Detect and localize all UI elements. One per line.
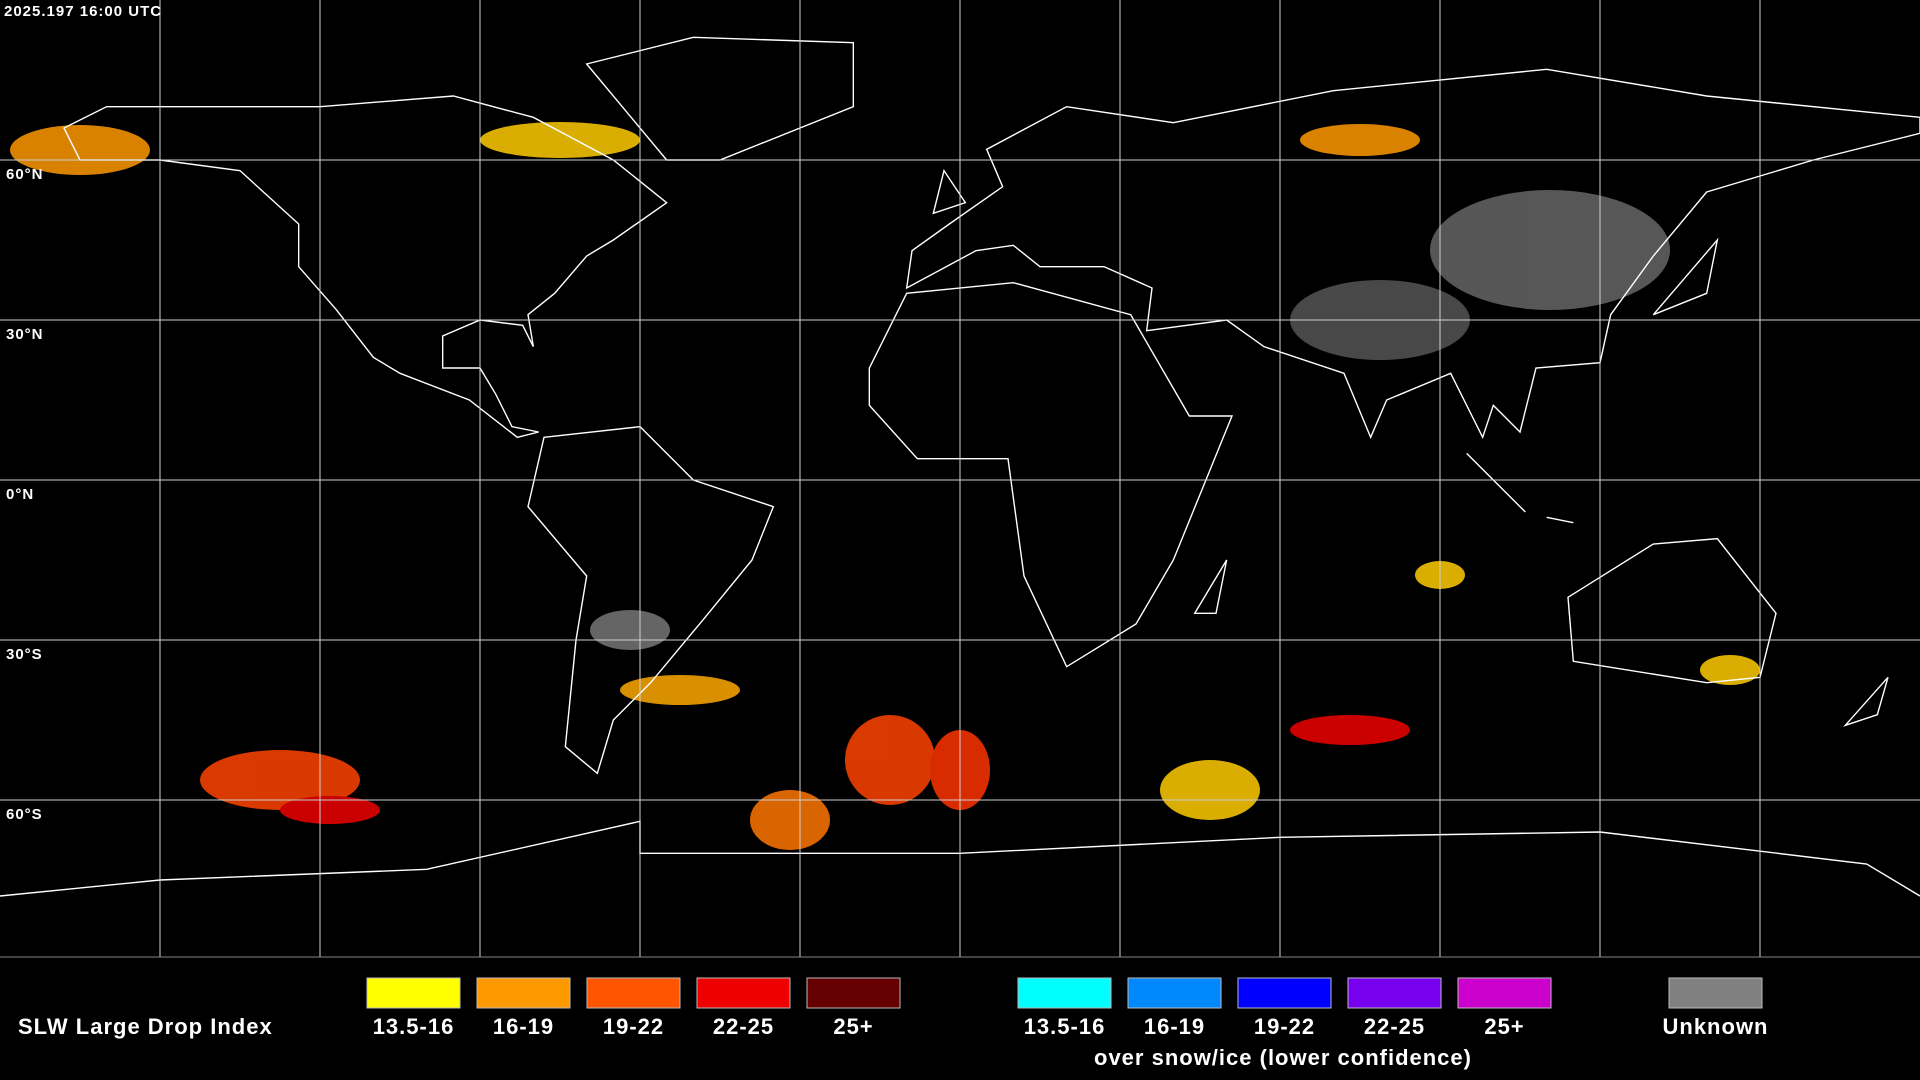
legend-swatch — [476, 977, 571, 1009]
legend-label: 22-25 — [1364, 1014, 1425, 1039]
latitude-label: 30°S — [6, 646, 43, 663]
graticule — [0, 0, 1920, 958]
map — [0, 0, 1920, 958]
legend-title: SLW Large Drop Index — [18, 1014, 273, 1039]
legend: SLW Large Drop Index over snow/ice (lowe… — [18, 977, 1769, 1070]
ice-note: over snow/ice (lower confidence) — [1094, 1045, 1472, 1070]
legend-label: 13.5-16 — [373, 1014, 455, 1039]
legend-label: 25+ — [1484, 1014, 1524, 1039]
legend-swatch — [1347, 977, 1442, 1009]
legend-swatch — [1237, 977, 1332, 1009]
legend-label: 19-22 — [603, 1014, 664, 1039]
legend-label: Unknown — [1663, 1014, 1769, 1039]
legend-label: 13.5-16 — [1024, 1014, 1106, 1039]
legend-label: 19-22 — [1254, 1014, 1315, 1039]
latitude-label: 60°S — [6, 806, 43, 823]
timestamp: 2025.197 16:00 UTC — [4, 3, 162, 20]
legend-swatch — [1017, 977, 1112, 1009]
latitude-label: 0°N — [6, 486, 34, 503]
legend-label: 25+ — [833, 1014, 873, 1039]
legend-swatch — [696, 977, 791, 1009]
legend-label: 16-19 — [1144, 1014, 1205, 1039]
legend-swatch — [1668, 977, 1763, 1009]
legend-swatch — [366, 977, 461, 1009]
legend-swatch — [1127, 977, 1222, 1009]
legend-label: 16-19 — [493, 1014, 554, 1039]
legend-swatch — [806, 977, 901, 1009]
latitude-label: 60°N — [6, 166, 44, 183]
legend-label: 22-25 — [713, 1014, 774, 1039]
latitude-labels: 60°N 30°N 0°N 30°S 60°S — [6, 166, 44, 823]
legend-swatch — [1457, 977, 1552, 1009]
legend-swatch — [586, 977, 681, 1009]
latitude-label: 30°N — [6, 326, 44, 343]
